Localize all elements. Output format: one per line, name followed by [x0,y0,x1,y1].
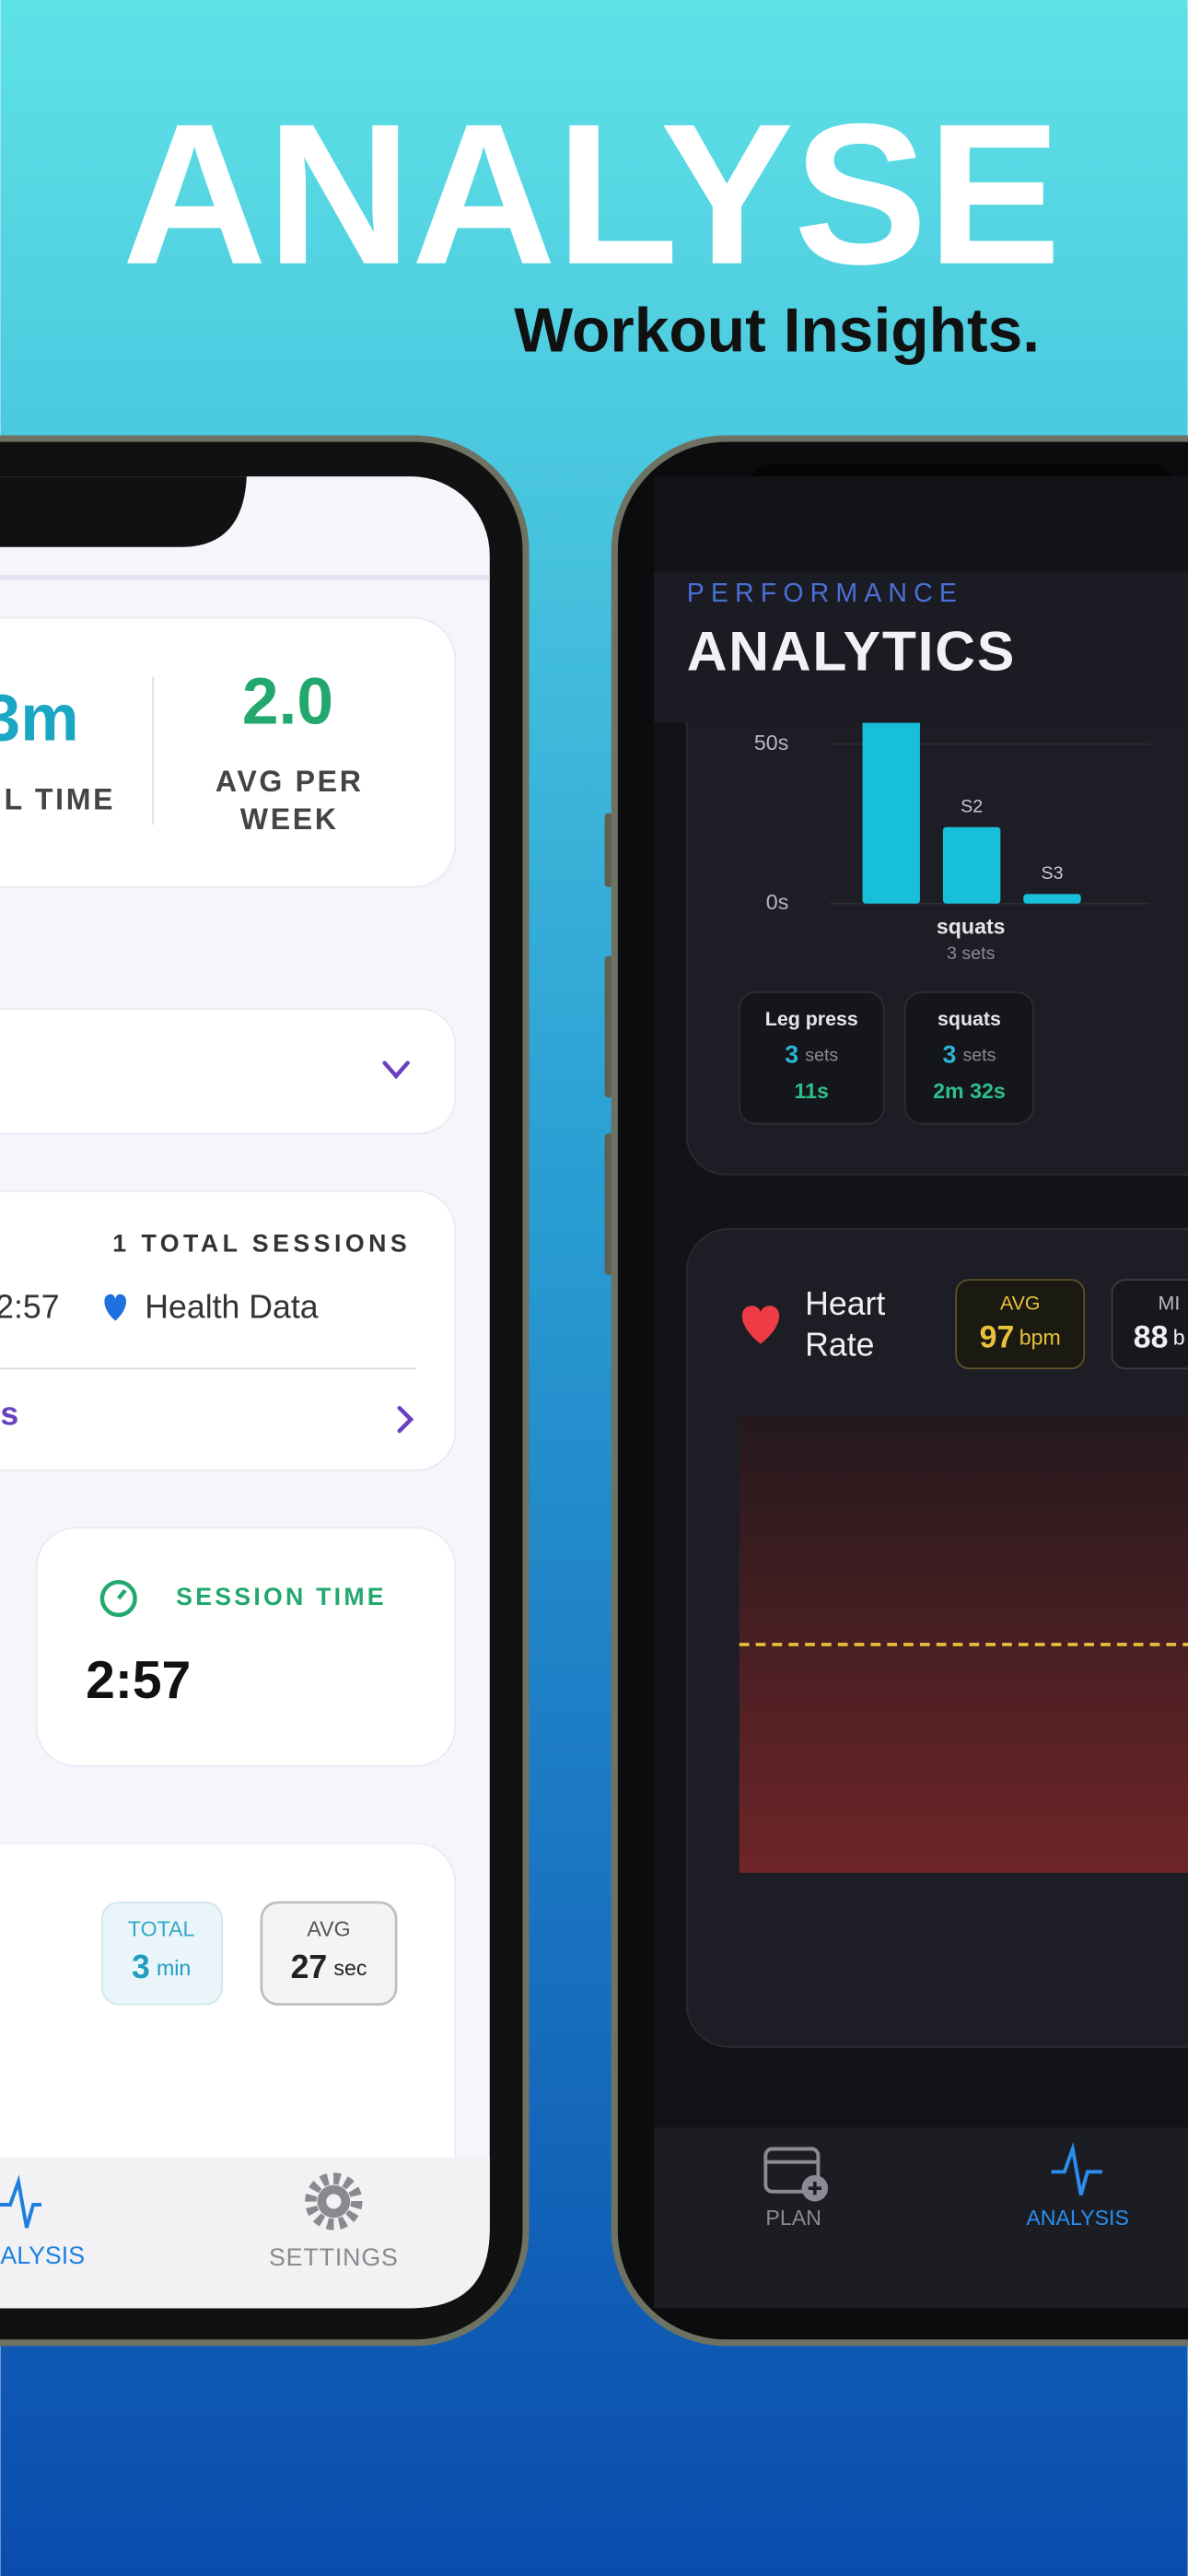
chevron-right [397,1405,414,1434]
plan-icon [763,2147,821,2194]
divider [0,575,490,580]
total-box [101,1902,224,2006]
screen-title: ANALYTICS [687,619,1016,682]
sets-unit: sets [805,1046,838,1066]
min-box [1111,1279,1188,1370]
avg-number: 97 [980,1319,1015,1354]
stat-label: L TIME [5,783,116,816]
sets-number: 3 [785,1041,798,1069]
avg-unit: sec [333,1956,367,1980]
min-value: 88 b [1134,1319,1185,1354]
chevron-down [382,1060,410,1080]
bar [1023,894,1081,904]
analysis-icon [0,2174,41,2229]
analysis-icon [1051,2141,1102,2195]
bar-label: S3 [1042,863,1064,884]
summary-name: squats [938,1008,1001,1030]
heart-icon [741,1306,780,1344]
tab-bar [0,2157,490,2309]
y-tick-label: 0s [766,890,788,914]
total-value: 3 min [132,1949,191,1985]
stat-label: WEEK [240,802,339,836]
tab-label[interactable]: ANALYSIS [1026,2206,1129,2230]
session-time-card [35,1527,457,1767]
y-tick-label: 50s [754,731,788,755]
avg-unit: bpm [1019,1325,1061,1349]
min-unit: b [1173,1325,1185,1349]
heart-title: Heart [805,1285,885,1322]
total-label: TOTAL [128,1916,195,1940]
summary-card [904,991,1034,1125]
timer-icon [99,1579,137,1618]
summary-name: Leg press [765,1008,858,1030]
line-chart [739,1643,1188,1646]
heart-title: Rate [805,1327,874,1364]
sets-unit: sets [962,1046,996,1066]
status-area [654,476,1188,572]
session-time-value: 2:57 [86,1651,191,1710]
bar-chart: 0s 50s S2 S3 [754,712,1150,914]
side-button [604,955,613,1098]
dropdown[interactable] [0,1007,457,1135]
summary-time: 2m 32s [933,1079,1006,1103]
exercise-sets: 3 sets [947,943,996,964]
side-button [604,813,613,887]
subheadline: Workout Insights. [514,297,1040,366]
header-bar [654,571,1188,723]
stat-label: AVG PER [215,765,364,798]
stat-value: 2.0 [242,665,333,739]
sessions-link[interactable]: s [0,1396,18,1433]
avg-box [955,1279,1086,1370]
sessions-card [0,1189,457,1471]
stat-value: 3m [0,681,79,755]
avg-value: 97 bpm [980,1319,1061,1354]
avg-box [260,1901,398,2006]
summary-sets: 3 sets [942,1041,996,1069]
sessions-count: 1 TOTAL SESSIONS [112,1230,411,1258]
side-button [604,1133,613,1275]
summary-time: 11s [795,1079,829,1103]
tab-label[interactable]: PLAN [765,2206,821,2230]
summary-card [738,991,885,1125]
sets-number: 3 [942,1041,956,1069]
min-label: MI [1159,1292,1181,1314]
headline: ANALYSE [122,83,1061,307]
timer-hand [117,1588,127,1600]
total-number: 3 [132,1949,150,1985]
tab-label[interactable]: ALYSIS [0,2242,85,2269]
left-phone: 3m L TIME 2.0 AVG PER WEEK 1 TOTAL SESSI… [0,435,530,2347]
bar [862,712,920,904]
avg-label: AVG [307,1916,350,1940]
bar-label: S2 [961,797,983,817]
plan-icon-plus-sign [808,2182,821,2195]
heart-icon [104,1294,127,1321]
duration: 2:57 [0,1289,60,1326]
summary-sets: 3 sets [785,1041,838,1069]
avg-value: 27 sec [291,1949,367,1985]
kicker: PERFORMANCE [687,579,963,608]
bar [942,826,1001,904]
health-data: Health Data [145,1289,318,1326]
settings-icon-hole [326,2194,342,2209]
tab-bar [654,2127,1188,2309]
exercise-name: squats [937,915,1006,939]
min-number: 88 [1134,1319,1169,1354]
avg-label: AVG [1000,1292,1041,1314]
session-time-label: SESSION TIME [176,1583,387,1610]
stats-card [0,616,457,888]
avg-number: 27 [291,1949,328,1985]
notch [0,476,247,547]
total-unit: min [157,1956,191,1980]
tab-label[interactable]: SETTINGS [269,2243,399,2271]
settings-icon [305,2172,363,2231]
